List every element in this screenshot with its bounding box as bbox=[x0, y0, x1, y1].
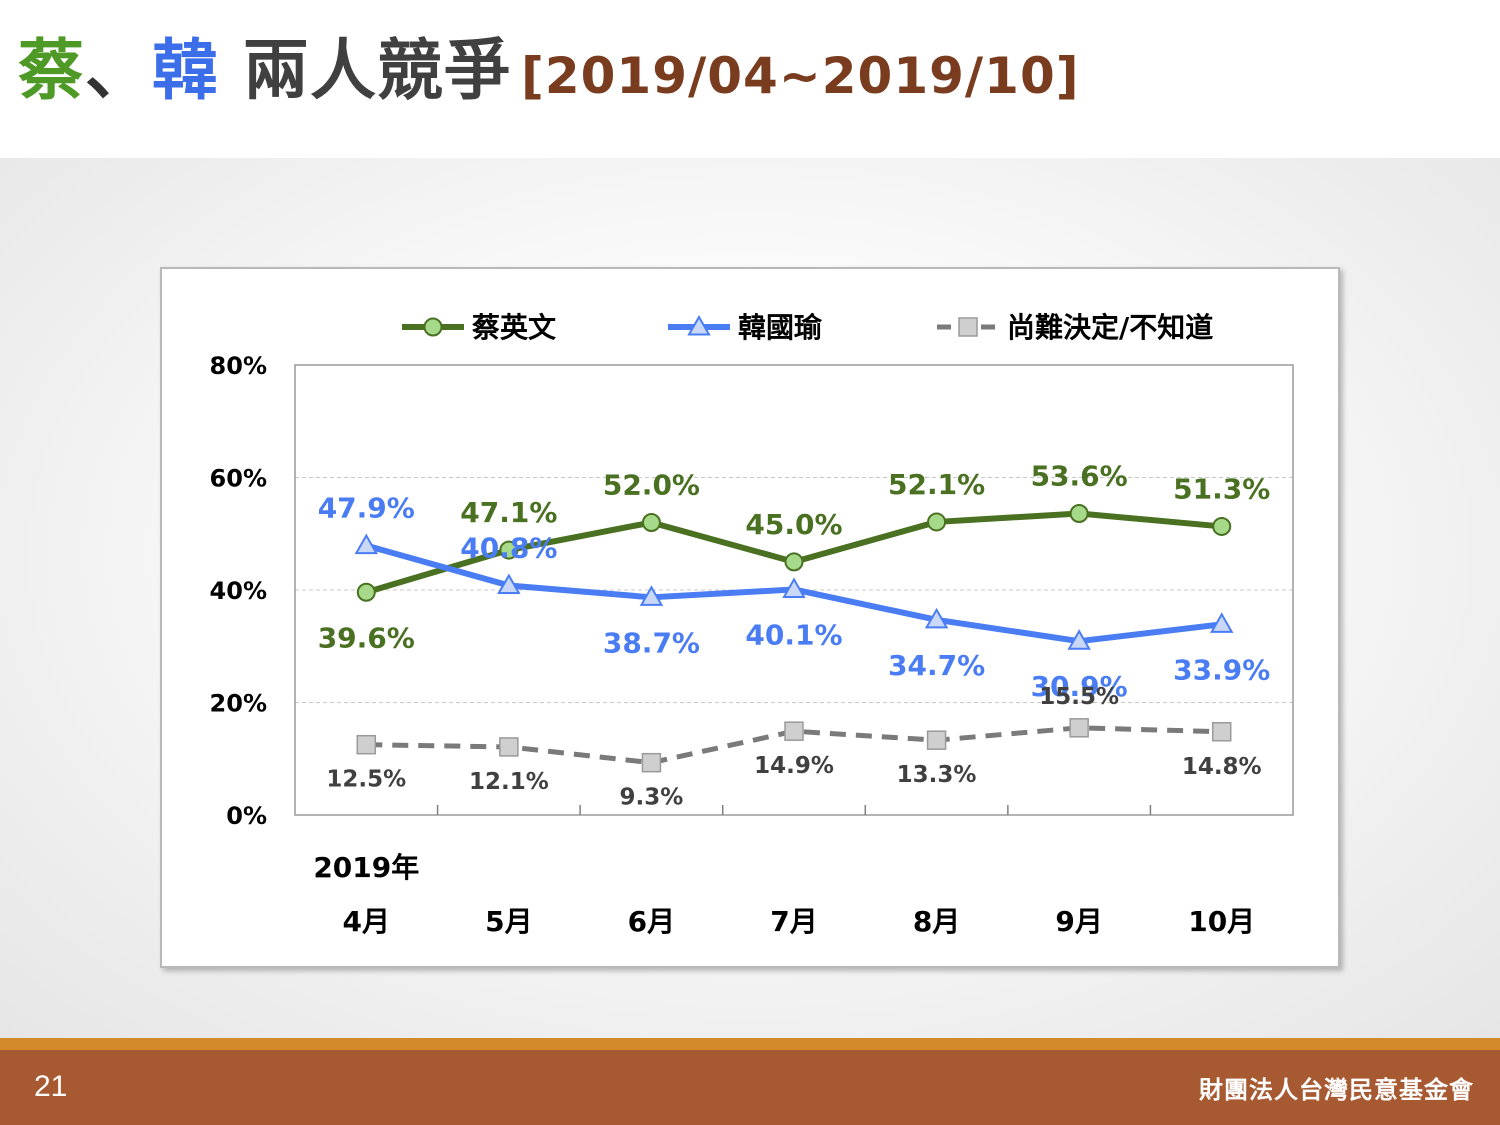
data-point bbox=[1067, 629, 1091, 650]
data-label: 47.1% bbox=[460, 496, 557, 529]
data-label: 40.8% bbox=[460, 532, 557, 565]
data-point bbox=[1069, 718, 1089, 738]
data-label: 51.3% bbox=[1173, 472, 1270, 505]
data-point bbox=[782, 577, 806, 598]
data-label: 15.5% bbox=[1039, 684, 1119, 710]
data-point bbox=[784, 721, 804, 741]
x-tick-label: 9月 bbox=[1055, 905, 1102, 938]
data-point bbox=[641, 513, 661, 532]
data-point bbox=[1212, 516, 1232, 536]
data-point bbox=[1211, 722, 1232, 742]
data-point bbox=[499, 737, 519, 757]
data-label: 9.3% bbox=[620, 785, 684, 811]
organization-name: 財團法人台灣民意基金會 bbox=[1199, 1076, 1474, 1104]
x-tick-label: 7月 bbox=[770, 905, 817, 938]
footer-stripe bbox=[0, 1038, 1500, 1050]
title-competition: 兩人競爭 bbox=[219, 32, 511, 109]
x-tick-label: 4月 bbox=[343, 905, 390, 938]
data-label: 40.1% bbox=[745, 618, 842, 651]
y-tick-label: 40% bbox=[210, 577, 267, 605]
legend-marker bbox=[958, 317, 978, 337]
data-label: 34.7% bbox=[888, 649, 985, 682]
data-label: 14.8% bbox=[1182, 754, 1262, 780]
y-tick-label: 20% bbox=[210, 690, 267, 718]
slide-title: 蔡、韓 兩人競爭 [2019/04~2019/10] bbox=[18, 38, 1080, 104]
data-label: 14.9% bbox=[754, 753, 834, 779]
x-year-label: 2019年 bbox=[313, 851, 419, 884]
data-label: 52.1% bbox=[888, 468, 985, 501]
line-chart: 0% 20% 40% 60% 80% 2019年 4月 5月 6月 7月 8月 9月 10月 39.6% 4… bbox=[210, 311, 1294, 938]
x-tick-label: 10月 bbox=[1188, 905, 1255, 938]
data-point bbox=[356, 582, 376, 602]
x-tick-label: 6月 bbox=[628, 905, 675, 938]
data-point bbox=[784, 552, 804, 572]
data-point bbox=[639, 585, 664, 606]
data-label: 53.6% bbox=[1031, 460, 1128, 493]
legend-label: 尚難決定/不知道 bbox=[1007, 311, 1213, 344]
page-number: 21 bbox=[34, 1070, 68, 1103]
data-label: 47.9% bbox=[318, 492, 415, 525]
title-han: 韓 bbox=[152, 32, 219, 109]
data-point bbox=[497, 573, 521, 594]
x-tick-label: 8月 bbox=[913, 905, 960, 938]
data-label: 12.1% bbox=[469, 769, 549, 795]
footer-bar bbox=[0, 1050, 1500, 1125]
data-point bbox=[499, 540, 519, 560]
legend-label: 蔡英文 bbox=[472, 311, 556, 344]
data-point bbox=[1069, 504, 1089, 523]
y-tick-label: 80% bbox=[210, 352, 267, 380]
data-point bbox=[356, 734, 377, 755]
data-point bbox=[641, 752, 662, 773]
data-point bbox=[1209, 612, 1234, 633]
y-tick-label: 60% bbox=[210, 465, 267, 493]
data-label: 39.6% bbox=[318, 621, 415, 654]
legend-marker bbox=[423, 317, 443, 337]
title-bar: 蔡、韓 兩人競爭 [2019/04~2019/10] bbox=[0, 0, 1500, 158]
data-label: 13.3% bbox=[897, 762, 977, 788]
plot-border bbox=[294, 364, 1294, 816]
legend-label: 韓國瑜 bbox=[738, 311, 823, 344]
data-label: 33.9% bbox=[1173, 653, 1270, 686]
data-point bbox=[926, 730, 947, 750]
title-date-range: [2019/04~2019/10] bbox=[520, 47, 1080, 105]
data-label: 52.0% bbox=[603, 469, 700, 502]
data-label: 30.9% bbox=[1031, 670, 1128, 703]
x-tick-label: 5月 bbox=[485, 905, 532, 938]
title-tsai: 蔡 bbox=[18, 32, 85, 109]
data-label: 38.7% bbox=[603, 626, 700, 659]
data-label: 45.0% bbox=[745, 508, 842, 541]
y-tick-label: 0% bbox=[226, 802, 267, 830]
data-point bbox=[924, 607, 949, 629]
data-point bbox=[927, 512, 947, 532]
chart-frame: 0% 20% 40% 60% 80% 2019年 4月 5月 6月 7月 8月 9月 10月 39.6% 4… bbox=[160, 267, 1340, 968]
title-separator: 、 bbox=[85, 32, 152, 109]
legend-marker bbox=[687, 314, 711, 336]
data-label: 12.5% bbox=[326, 767, 406, 793]
data-point bbox=[354, 533, 379, 555]
